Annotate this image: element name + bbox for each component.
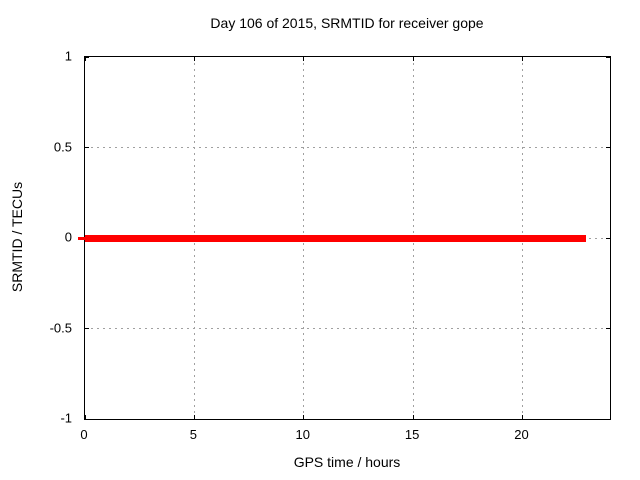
y-tick-mark-right [606, 237, 610, 239]
gridline-horizontal [85, 328, 610, 329]
y-tick-mark-left [85, 418, 89, 420]
x-tick-mark-bottom [303, 415, 305, 419]
y-tick-label: 0.5 [53, 139, 72, 154]
x-axis-label: GPS time / hours [293, 454, 401, 470]
x-tick-label: 20 [514, 427, 529, 442]
data-line-srmtid [85, 234, 586, 242]
x-tick-label: 5 [189, 427, 197, 442]
data-line-start-stub [78, 236, 85, 240]
y-tick-label: 1 [64, 48, 72, 64]
x-tick-mark-top [522, 57, 523, 61]
x-tick-label: 10 [295, 427, 310, 442]
gridline-horizontal [85, 147, 610, 148]
y-tick-mark-right [606, 418, 610, 420]
y-tick-label: -0.5 [49, 320, 72, 335]
y-tick-mark-right [606, 147, 610, 148]
x-tick-label: 15 [404, 427, 420, 442]
plot-area [78, 56, 611, 420]
y-tick-label: -1 [60, 410, 72, 426]
y-tick-mark-left [85, 147, 89, 148]
x-tick-mark-top [303, 57, 305, 61]
y-tick-mark-right [606, 56, 610, 58]
x-tick-label: 0 [80, 427, 88, 442]
chart-title: Day 106 of 2015, SRMTID for receiver gop… [210, 15, 484, 31]
y-tick-mark-left [85, 56, 89, 58]
x-tick-mark-bottom [522, 415, 523, 419]
x-tick-mark-top [193, 57, 195, 61]
x-tick-mark-bottom [84, 415, 86, 419]
x-tick-mark-top [84, 57, 86, 61]
x-tick-mark-top [412, 57, 414, 61]
y-tick-label: 0 [64, 229, 72, 245]
x-tick-mark-bottom [193, 415, 195, 419]
x-tick-mark-bottom [412, 415, 414, 419]
y-axis-label: SRMTID / TECUs [9, 181, 25, 293]
y-tick-mark-right [606, 328, 610, 329]
y-tick-mark-left [85, 328, 89, 329]
